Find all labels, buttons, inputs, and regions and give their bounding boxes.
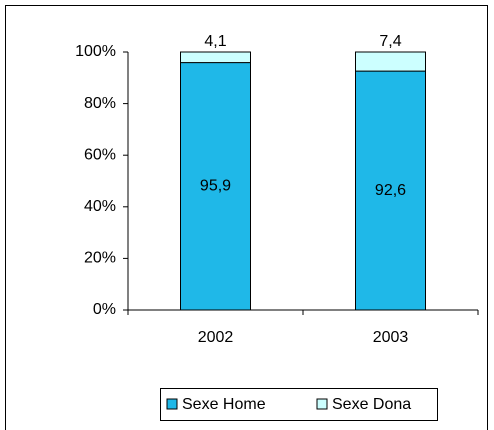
legend-box (160, 388, 438, 421)
y-tick-label: 40% (84, 198, 116, 215)
y-tick-label: 20% (84, 250, 116, 267)
legend-swatch (166, 398, 178, 410)
x-tick-label: 2003 (373, 329, 409, 346)
legend-label: Sexe Home (182, 396, 266, 413)
data-label: 95,9 (200, 178, 231, 195)
legend-label: Sexe Dona (332, 396, 411, 413)
data-label: 4,1 (204, 33, 226, 50)
y-tick-label: 60% (84, 146, 116, 163)
legend-swatch (316, 398, 328, 410)
data-label: 7,4 (379, 33, 401, 50)
bar-segment (355, 70, 426, 311)
y-tick-label: 0% (93, 301, 116, 318)
data-label: 92,6 (375, 182, 406, 199)
bar-segment (180, 51, 251, 64)
x-tick-label: 2002 (198, 329, 234, 346)
y-tick-label: 100% (75, 43, 116, 60)
y-tick-label: 80% (84, 95, 116, 112)
bar-segment (355, 51, 426, 72)
bar-segment (180, 62, 251, 311)
